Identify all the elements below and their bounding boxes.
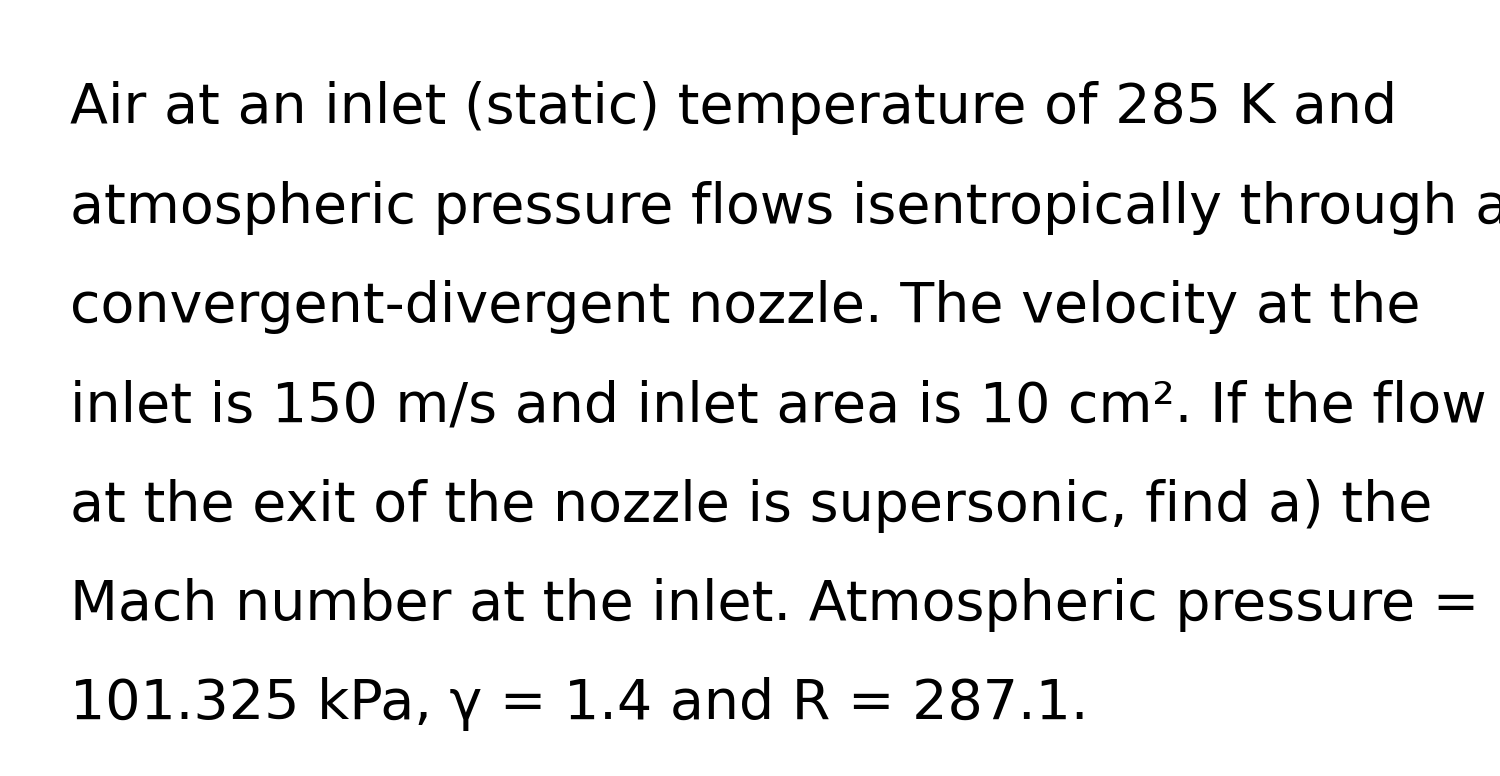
Text: Mach number at the inlet. Atmospheric pressure =: Mach number at the inlet. Atmospheric pr… bbox=[70, 578, 1479, 632]
Text: convergent-divergent nozzle. The velocity at the: convergent-divergent nozzle. The velocit… bbox=[70, 280, 1420, 334]
Text: atmospheric pressure flows isentropically through a: atmospheric pressure flows isentropicall… bbox=[70, 181, 1500, 235]
Text: at the exit of the nozzle is supersonic, find a) the: at the exit of the nozzle is supersonic,… bbox=[70, 479, 1432, 533]
Text: Air at an inlet (static) temperature of 285 K and: Air at an inlet (static) temperature of … bbox=[70, 81, 1398, 136]
Text: 101.325 kPa, γ = 1.4 and R = 287.1.: 101.325 kPa, γ = 1.4 and R = 287.1. bbox=[70, 677, 1089, 732]
Text: inlet is 150 m/s and inlet area is 10 cm². If the flow: inlet is 150 m/s and inlet area is 10 cm… bbox=[70, 379, 1486, 434]
